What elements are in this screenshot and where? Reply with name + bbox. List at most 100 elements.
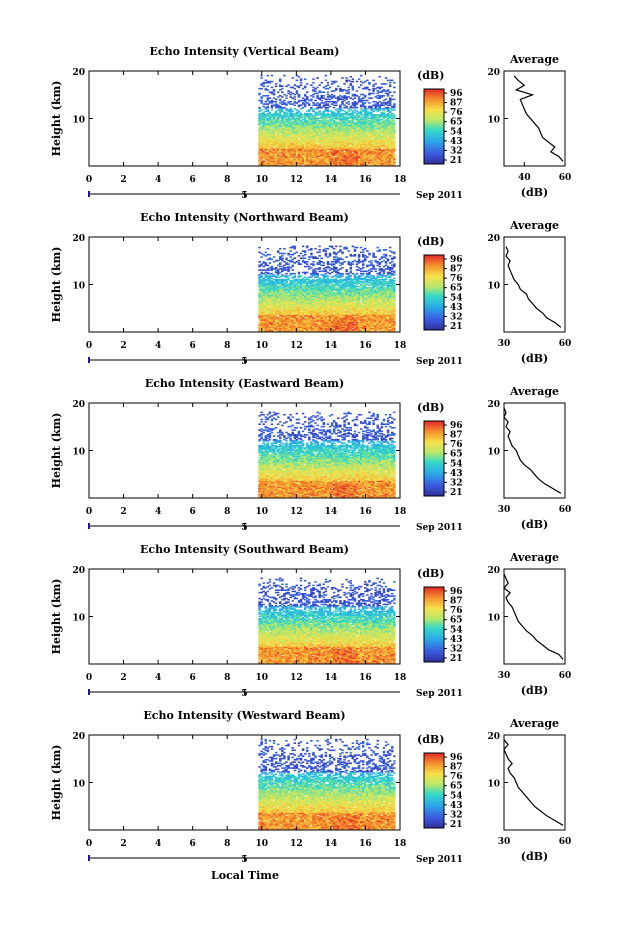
heatmap-cell [258,129,261,132]
heatmap-cell [339,146,342,148]
heatmap-cell [312,137,315,140]
heatmap-cell [312,78,315,80]
heatmap-cell [276,137,280,140]
heatmap-cell [314,134,317,136]
heatmap-cell [388,156,392,159]
heatmap-cell [270,105,274,108]
heatmap-cell [372,136,375,139]
panel-title: Echo Intensity (Northward Beam) [140,211,349,224]
heatmap-cell [308,150,311,153]
heatmap-cell [335,163,338,166]
heatmap-cell [283,146,286,148]
heatmap-cell [355,113,359,116]
heatmap-cell [268,97,272,99]
heatmap-cell [376,141,379,143]
heatmap-cell [366,119,369,122]
heatmap-cell [318,154,321,156]
heatmap-cell [318,149,321,152]
heatmap-cell [293,119,297,122]
heatmap-cell [314,154,317,156]
heatmap-cell [353,130,357,133]
heatmap-cell [376,113,379,116]
heatmap-cell [289,136,292,139]
heatmap-cell [361,116,365,118]
heatmap-cell [372,142,375,145]
heatmap-cell [262,137,265,140]
heatmap-cell [320,123,323,126]
heatmap-cell [295,137,299,140]
heatmap-cell [341,132,344,135]
heatmap-cell [310,130,313,133]
heatmap-cell [337,124,340,127]
heatmap-cell [314,141,317,143]
heatmap-cell [295,119,299,122]
heatmap-cell [289,119,292,122]
heatmap-cell [351,159,355,161]
heatmap-cell [341,146,344,148]
heatmap-cell [262,125,265,128]
heatmap-cell [368,105,371,108]
heatmap-cell [378,160,382,162]
heatmap-cell [359,153,363,155]
heatmap-cell [339,121,342,123]
heatmap-cell [281,159,284,161]
heatmap-cell [310,155,313,158]
heatmap-cell [355,106,359,109]
heatmap-cell [364,119,367,122]
heatmap-cell [324,132,328,135]
heatmap-cell [299,134,303,136]
heatmap-cell [312,134,315,136]
heatmap-cell [262,115,265,117]
heatmap-cell [361,146,365,148]
heatmap-cell [376,132,379,135]
heatmap-cell [337,117,340,120]
heatmap-cell [382,104,386,107]
heatmap-cell [274,140,278,142]
heatmap-cell [374,141,377,143]
heatmap-cell [266,147,270,149]
heatmap-cell [393,131,396,134]
heatmap-cell [268,112,272,115]
heatmap-cell [310,118,313,121]
heatmap-cell [351,138,355,141]
heatmap-cell [364,149,367,152]
heatmap-cell [330,149,334,152]
heatmap-cell [297,160,301,162]
heatmap-cell [303,162,307,165]
heatmap-cell [306,91,309,94]
heatmap-cell [355,162,359,165]
heatmap-cell [361,104,365,107]
heatmap-cell [393,128,396,130]
heatmap-cell [361,118,365,121]
heatmap-cell [370,149,373,152]
heatmap-cell [303,128,307,130]
heatmap-cell [335,137,338,140]
heatmap-cell [320,127,323,129]
heatmap-cell [370,111,373,114]
heatmap-cell [332,112,336,115]
heatmap-cell [258,118,261,121]
heatmap-cell [268,131,272,134]
heatmap-cell [308,123,311,126]
heatmap-cell [310,131,313,134]
heatmap-cell [291,151,294,154]
heatmap-cell [293,131,297,134]
heatmap-cell [330,93,334,96]
heatmap-cell [276,113,280,116]
heatmap-cell [306,163,309,166]
heatmap-cell [301,123,305,126]
heatmap-cell [308,109,311,111]
heatmap-cell [314,121,317,123]
heatmap-cell [341,117,344,120]
heatmap-cell [391,123,394,126]
heatmap-cell [318,147,321,149]
heatmap-cell [364,116,367,118]
heatmap-cell [318,136,321,139]
heatmap-cell [393,105,396,108]
heatmap-cell [337,140,340,142]
heatmap-cell [393,115,396,117]
heatmap-cell [297,104,301,107]
heatmap-cell [295,161,299,164]
heatmap-cell [318,103,321,105]
heatmap-cell [388,127,392,129]
